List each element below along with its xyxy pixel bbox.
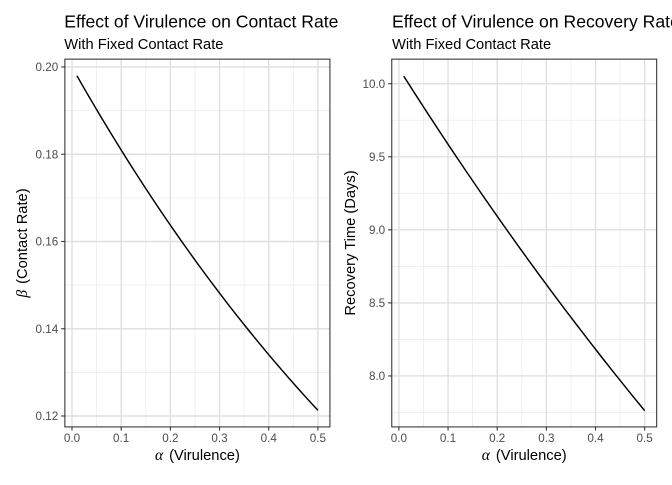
svg-text:0.0: 0.0 <box>64 432 81 445</box>
svg-text:Effect of Virulence on Contact: Effect of Virulence on Contact Rate <box>64 12 338 32</box>
svg-text:0.3: 0.3 <box>211 432 227 445</box>
svg-text:0.14: 0.14 <box>36 323 59 336</box>
svg-text:8.0: 8.0 <box>369 370 386 383</box>
svg-text:0.20: 0.20 <box>36 61 59 74</box>
svg-text:0.3: 0.3 <box>538 432 554 445</box>
svg-text:0.4: 0.4 <box>587 432 604 445</box>
svg-text:0.16: 0.16 <box>36 236 59 249</box>
svg-text:0.2: 0.2 <box>489 432 505 445</box>
svg-text:0.0: 0.0 <box>391 432 408 445</box>
svg-text:0.1: 0.1 <box>440 432 456 445</box>
svg-text:9.0: 9.0 <box>369 224 386 237</box>
svg-text:0.18: 0.18 <box>36 148 59 161</box>
svg-text:10.0: 10.0 <box>362 78 385 91</box>
svg-text:α(Virulence): α (Virulence) <box>482 447 567 464</box>
svg-text:Effect of Virulence on Recover: Effect of Virulence on Recovery Rate <box>392 12 672 32</box>
svg-text:0.2: 0.2 <box>162 432 178 445</box>
svg-text:α(Virulence): α (Virulence) <box>155 447 240 464</box>
svg-text:0.12: 0.12 <box>36 410 59 423</box>
svg-text:9.5: 9.5 <box>369 151 386 164</box>
svg-text:With Fixed Contact Rate: With Fixed Contact Rate <box>64 37 223 53</box>
svg-text:β(Contact Rate): β(Contact Rate) <box>14 188 31 298</box>
svg-text:8.5: 8.5 <box>369 297 386 310</box>
svg-text:0.5: 0.5 <box>310 432 327 445</box>
svg-text:Recovery Time (Days): Recovery Time (Days) <box>343 170 359 315</box>
svg-text:0.1: 0.1 <box>113 432 129 445</box>
svg-text:With Fixed Contact Rate: With Fixed Contact Rate <box>392 37 551 53</box>
svg-text:0.5: 0.5 <box>637 432 654 445</box>
svg-text:0.4: 0.4 <box>261 432 278 445</box>
